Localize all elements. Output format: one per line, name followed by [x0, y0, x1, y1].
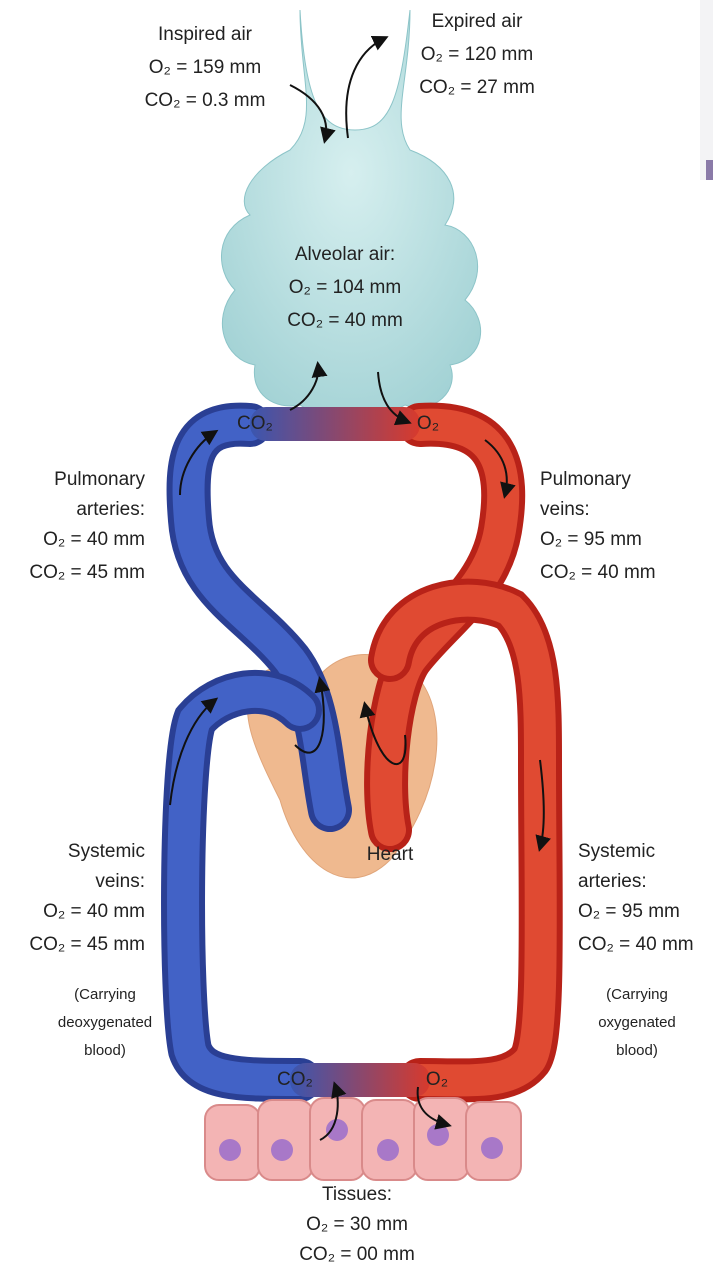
label: arteries:: [76, 499, 145, 520]
note: blood): [84, 1042, 126, 1059]
margin-strip: [700, 0, 713, 180]
o2-value: O₂ = 30 mm: [306, 1214, 408, 1235]
co2-value: CO₂ = 0.3 mm: [145, 90, 266, 111]
o2-value: O₂ = 40 mm: [43, 901, 145, 922]
pulmonary-capillary: [250, 407, 420, 441]
label: Systemic: [578, 841, 655, 862]
co2-value: CO₂ = 40 mm: [578, 934, 694, 955]
label: Tissues:: [322, 1184, 392, 1205]
co2-value: CO₂ = 40 mm: [287, 310, 403, 331]
note: (Carrying: [606, 986, 668, 1003]
alveolus: [221, 9, 481, 419]
note: oxygenated: [598, 1014, 676, 1031]
co2-label: CO₂: [277, 1069, 313, 1090]
label: veins:: [540, 499, 590, 520]
label: Expired air: [432, 11, 523, 32]
o2-value: O₂ = 120 mm: [421, 44, 533, 65]
o2-value: O₂ = 40 mm: [43, 529, 145, 550]
label: Pulmonary: [54, 469, 145, 490]
o2-value: O₂ = 159 mm: [149, 57, 261, 78]
co2-value: CO₂ = 45 mm: [29, 562, 145, 583]
label: arteries:: [578, 871, 647, 892]
co2-value: CO₂ = 45 mm: [29, 934, 145, 955]
o2-label: O₂: [417, 413, 439, 434]
o2-value: O₂ = 95 mm: [578, 901, 680, 922]
co2-value: CO₂ = 00 mm: [299, 1244, 415, 1265]
label: Pulmonary: [540, 469, 631, 490]
oxygenated-vessels: [364, 402, 563, 1103]
o2-value: O₂ = 104 mm: [289, 277, 401, 298]
label: veins:: [95, 871, 145, 892]
tissue-cells: [204, 1097, 522, 1181]
heart-label: Heart: [367, 844, 414, 865]
o2-label: O₂: [426, 1069, 448, 1090]
cell-nuclei: [219, 1119, 503, 1161]
note: deoxygenated: [58, 1014, 152, 1031]
systemic-capillary: [290, 1063, 430, 1097]
co2-value: CO₂ = 27 mm: [419, 77, 535, 98]
o2-value: O₂ = 95 mm: [540, 529, 642, 550]
label: Systemic: [68, 841, 145, 862]
flow-arrows: [169, 35, 551, 1141]
co2-value: CO₂ = 40 mm: [540, 562, 656, 583]
note: blood): [616, 1042, 658, 1059]
label: Alveolar air:: [295, 244, 395, 265]
label: Inspired air: [158, 24, 253, 45]
note: (Carrying: [74, 986, 136, 1003]
margin-tab: [706, 160, 713, 180]
co2-label: CO₂: [237, 413, 273, 434]
